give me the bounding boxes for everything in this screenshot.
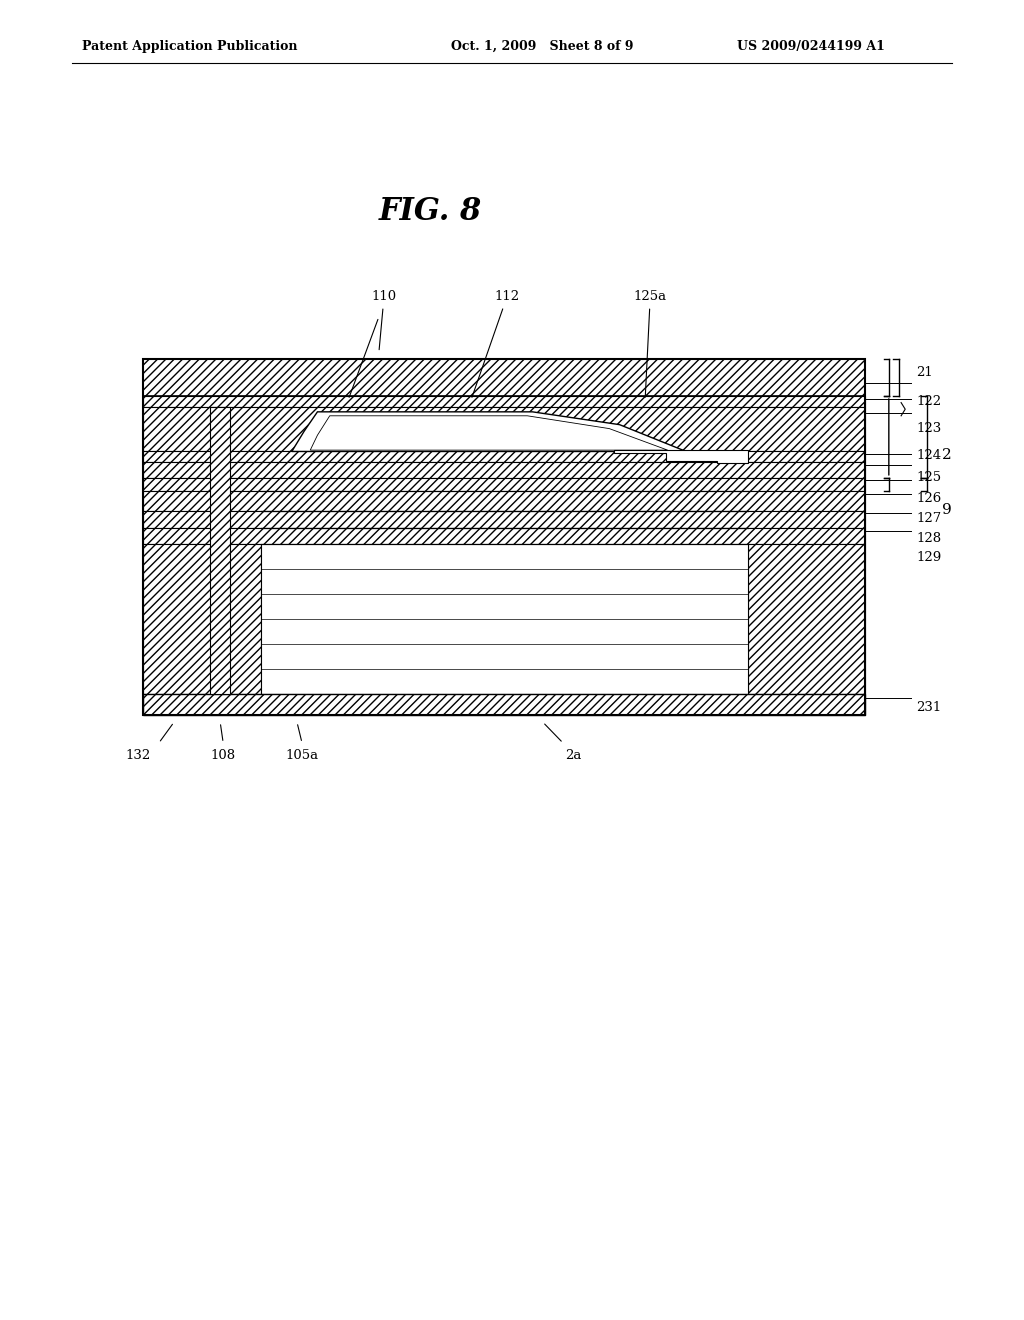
Bar: [143, 396, 865, 407]
Bar: [143, 694, 865, 715]
Text: 122: 122: [916, 395, 942, 408]
Bar: [143, 407, 865, 451]
Bar: [210, 407, 230, 694]
Bar: [143, 451, 865, 462]
Text: 125a: 125a: [634, 290, 667, 397]
Text: 112: 112: [472, 290, 519, 397]
Polygon shape: [310, 416, 668, 450]
Text: FIG. 8: FIG. 8: [379, 195, 481, 227]
Text: 123: 123: [916, 422, 942, 436]
Polygon shape: [614, 450, 748, 463]
Text: 128: 128: [916, 532, 942, 545]
Bar: [143, 528, 865, 544]
Text: 108: 108: [211, 748, 236, 762]
Text: 110: 110: [372, 290, 396, 350]
Bar: [143, 544, 261, 694]
Bar: [143, 478, 865, 491]
Bar: [143, 359, 865, 715]
Text: 21: 21: [916, 366, 933, 379]
Text: 129: 129: [916, 550, 942, 564]
Bar: [143, 462, 865, 478]
Text: 9: 9: [942, 503, 952, 516]
Text: 231: 231: [916, 701, 942, 714]
Text: 125: 125: [916, 471, 942, 484]
Bar: [261, 544, 748, 694]
Bar: [143, 359, 865, 396]
Text: 132: 132: [126, 748, 151, 762]
Bar: [748, 544, 865, 694]
Bar: [143, 491, 865, 511]
Text: US 2009/0244199 A1: US 2009/0244199 A1: [737, 40, 885, 53]
Text: 127: 127: [916, 512, 942, 525]
Text: 126: 126: [916, 492, 942, 506]
Text: Oct. 1, 2009   Sheet 8 of 9: Oct. 1, 2009 Sheet 8 of 9: [451, 40, 633, 53]
Polygon shape: [292, 412, 686, 451]
Text: 124: 124: [916, 449, 942, 462]
Bar: [143, 511, 865, 528]
Text: Patent Application Publication: Patent Application Publication: [82, 40, 297, 53]
Text: 2: 2: [942, 449, 952, 462]
Text: 2a: 2a: [565, 748, 582, 762]
Text: 105a: 105a: [286, 748, 318, 762]
